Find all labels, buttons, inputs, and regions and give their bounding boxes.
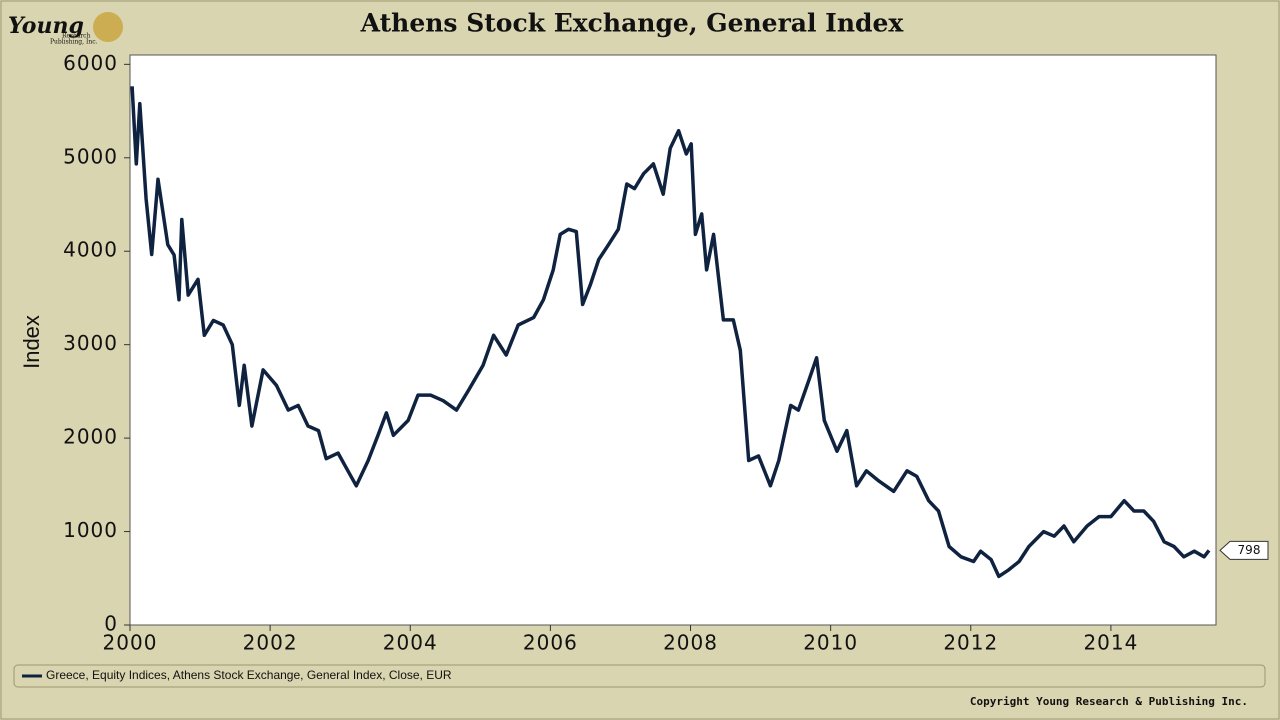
y-tick-label: 2000 (63, 425, 118, 449)
x-tick-label: 2010 (803, 631, 858, 655)
plot-area (129, 54, 1217, 626)
x-tick-label: 2000 (103, 631, 158, 655)
legend-box (13, 664, 1266, 688)
y-tick-label: 5000 (63, 144, 118, 168)
logo-globe (93, 12, 123, 42)
x-tick-label: 2006 (523, 631, 578, 655)
y-tick-label: 0 (104, 612, 118, 636)
y-tick-label: 6000 (63, 51, 118, 75)
logo-line: Publishing, Inc. (50, 39, 98, 46)
y-tick-label: 3000 (63, 331, 118, 355)
x-tick-label: 2014 (1083, 631, 1138, 655)
x-tick-label: 2004 (383, 631, 438, 655)
logo-line: Research (62, 33, 91, 40)
x-tick-label: 2008 (663, 631, 718, 655)
logo-name: Young (8, 13, 84, 39)
last-value-callout (1219, 540, 1269, 560)
series-line (130, 86, 1211, 579)
chart-title: Athens Stock Exchange, General Index (360, 9, 905, 38)
legend-label: Greece, Equity Indices, Athens Stock Exc… (46, 668, 452, 682)
last-value-label: 798 (1238, 543, 1261, 557)
y-tick-label: 4000 (63, 238, 118, 262)
copyright: Copyright Young Research & Publishing In… (970, 695, 1248, 708)
y-tick-label: 1000 (63, 518, 118, 542)
y-axis-label: Index (19, 315, 44, 369)
x-tick-label: 2012 (943, 631, 998, 655)
x-tick-label: 2002 (243, 631, 298, 655)
